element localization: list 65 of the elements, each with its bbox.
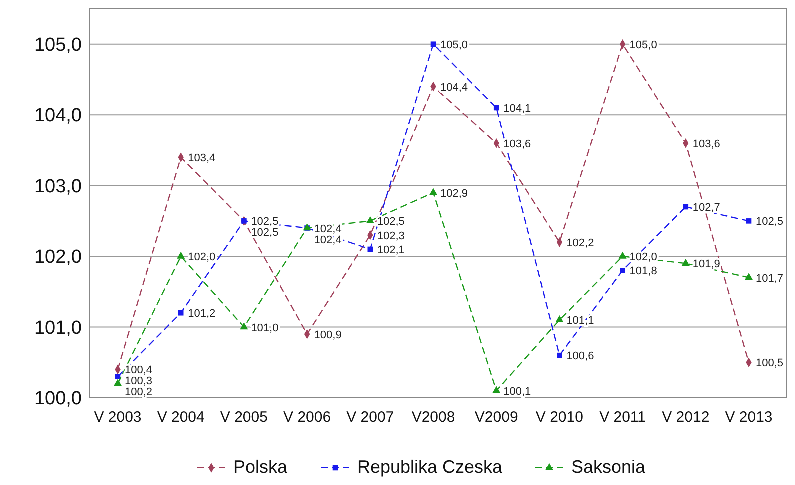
- y-tick-label: 104,0: [34, 106, 82, 127]
- point: [430, 42, 436, 48]
- data-label: 101,0: [251, 322, 279, 334]
- x-tick-label: V 2004: [157, 409, 205, 426]
- data-label: 102,0: [188, 252, 216, 264]
- legend-label: Polska: [234, 457, 289, 477]
- x-tick-label: V2008: [412, 409, 456, 426]
- x-tick-label: V 2010: [536, 409, 584, 426]
- data-label: 102,5: [756, 216, 784, 228]
- point: [618, 252, 627, 259]
- point: [178, 310, 184, 316]
- data-label: 105,0: [440, 39, 468, 52]
- data-label: 102,1: [377, 244, 405, 256]
- data-label: 100,6: [566, 350, 594, 363]
- x-tick-label: V 2011: [600, 409, 646, 426]
- data-label: 100,9: [314, 329, 342, 342]
- y-tick-label: 105,0: [34, 35, 82, 56]
- point: [366, 216, 374, 224]
- point: [492, 386, 501, 394]
- x-tick-label: V 2006: [284, 409, 332, 426]
- y-tick-label: 103,0: [34, 176, 82, 198]
- x-tick-label: V 2003: [94, 409, 142, 426]
- data-label: 103,6: [692, 138, 720, 150]
- data-label: 100,5: [756, 358, 784, 370]
- data-label: 102,3: [377, 230, 405, 242]
- legend-label: Saksonia: [572, 457, 647, 477]
- data-label: 104,1: [504, 103, 532, 116]
- x-tick-label: V2009: [474, 409, 518, 426]
- data-label: 102,5: [251, 227, 279, 240]
- data-label: 102,4: [314, 234, 342, 246]
- point: [557, 352, 562, 358]
- data-label: 100,4: [125, 364, 153, 377]
- point: [744, 273, 754, 280]
- x-tick-label: V 2012: [662, 409, 710, 426]
- data-label: 101,7: [756, 272, 784, 285]
- x-tick-label: V 2005: [220, 409, 268, 426]
- point: [429, 188, 438, 196]
- point: [114, 379, 122, 386]
- data-label: 101,2: [188, 308, 216, 320]
- data-label: 101,9: [692, 258, 720, 271]
- point: [620, 268, 626, 274]
- data-label: 100,3: [125, 376, 153, 388]
- y-tick-label: 101,0: [34, 318, 82, 339]
- data-label: 104,4: [440, 82, 468, 94]
- data-label: 100,2: [125, 386, 153, 399]
- data-label: 100,1: [504, 386, 532, 398]
- point: [746, 218, 752, 224]
- data-label: 102,9: [440, 188, 468, 200]
- data-label: 101,1: [566, 315, 594, 328]
- data-label: 102,2: [566, 237, 594, 250]
- x-tick-label: V 2013: [725, 409, 773, 426]
- legend-label: Republika Czeska: [358, 457, 504, 477]
- point: [682, 258, 690, 266]
- point: [177, 252, 186, 259]
- y-tick-label: 100,0: [34, 388, 82, 410]
- point: [240, 322, 248, 330]
- data-label: 102,5: [377, 216, 405, 228]
- point: [115, 374, 121, 380]
- data-label: 102,4: [314, 223, 342, 236]
- y-tick-label: 102,0: [34, 247, 82, 268]
- data-label: 105,0: [630, 39, 658, 52]
- data-label: 103,4: [188, 152, 216, 165]
- data-label: 101,8: [630, 266, 658, 278]
- point: [556, 316, 564, 323]
- x-tick-label: V 2007: [346, 409, 394, 426]
